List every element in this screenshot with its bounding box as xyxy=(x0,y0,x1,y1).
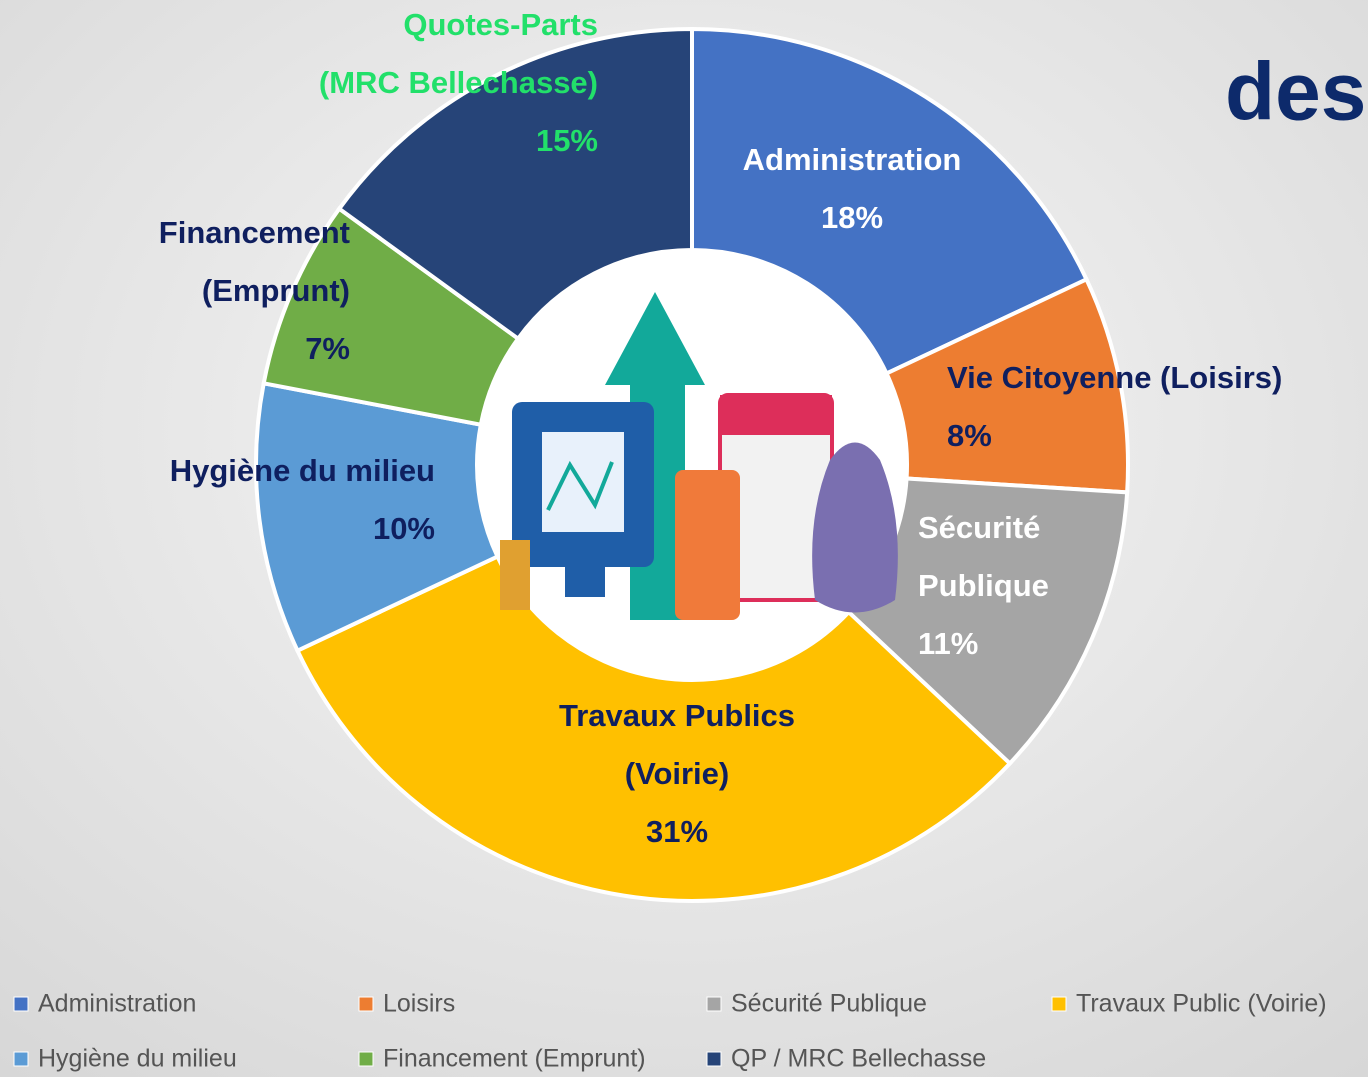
calendar-top xyxy=(720,395,832,435)
value-label: 18% xyxy=(821,200,883,235)
legend-label: Financement (Emprunt) xyxy=(383,1045,646,1073)
data-label: (Emprunt) xyxy=(202,273,350,308)
value-label: 8% xyxy=(947,418,992,453)
value-label: 7% xyxy=(305,331,350,366)
legend-label: QP / MRC Bellechasse xyxy=(731,1045,986,1073)
slice xyxy=(845,476,1130,767)
title: des xyxy=(1225,47,1366,138)
data-labels: Administration 18% Vie Citoyenne (Loisirs)… xyxy=(159,7,1283,849)
slice xyxy=(690,26,1090,377)
legend-label: Travaux Public (Voirie) xyxy=(1076,990,1327,1018)
value-label: 11% xyxy=(918,626,978,661)
data-label: (MRC Bellechasse) xyxy=(319,65,598,100)
data-label: Travaux Publics xyxy=(559,698,795,733)
data-label: Vie Citoyenne (Loisirs) xyxy=(947,360,1282,395)
value-label: 15% xyxy=(536,123,598,158)
legend-swatch xyxy=(13,996,29,1012)
legend: Administration Loisirs Sécurité Publique Tr… xyxy=(13,990,1327,1073)
legend-swatch xyxy=(706,996,722,1012)
legend-label: Administration xyxy=(38,990,196,1018)
monitor-stand xyxy=(565,567,605,597)
data-label: Sécurité xyxy=(918,510,1040,545)
data-label: Financement xyxy=(159,215,350,250)
legend-label: Sécurité Publique xyxy=(731,990,927,1018)
data-label: (Voirie) xyxy=(625,756,730,791)
center-illustration xyxy=(478,251,906,679)
legend-swatch xyxy=(706,1051,722,1067)
legend-swatch xyxy=(358,1051,374,1067)
legend-label: Hygiène du milieu xyxy=(38,1045,237,1073)
legend-swatch xyxy=(13,1051,29,1067)
legend-swatch xyxy=(1051,996,1067,1012)
screen-line xyxy=(546,460,614,511)
value-label: 31% xyxy=(646,814,708,849)
calculator-icon xyxy=(675,470,740,620)
slice xyxy=(336,26,694,342)
slices xyxy=(254,26,1130,903)
legend-swatch xyxy=(358,996,374,1012)
data-label: Hygiène du milieu xyxy=(170,453,435,488)
legend-label: Loisirs xyxy=(383,990,455,1018)
slice xyxy=(294,553,1013,903)
money-bag-icon xyxy=(812,442,898,613)
data-label: Quotes-Parts xyxy=(403,7,598,42)
screen-icon xyxy=(542,432,624,532)
value-label: 10% xyxy=(373,511,435,546)
data-label: Administration xyxy=(743,142,962,177)
data-label: Publique xyxy=(918,568,1049,603)
coins-icon xyxy=(500,540,530,610)
